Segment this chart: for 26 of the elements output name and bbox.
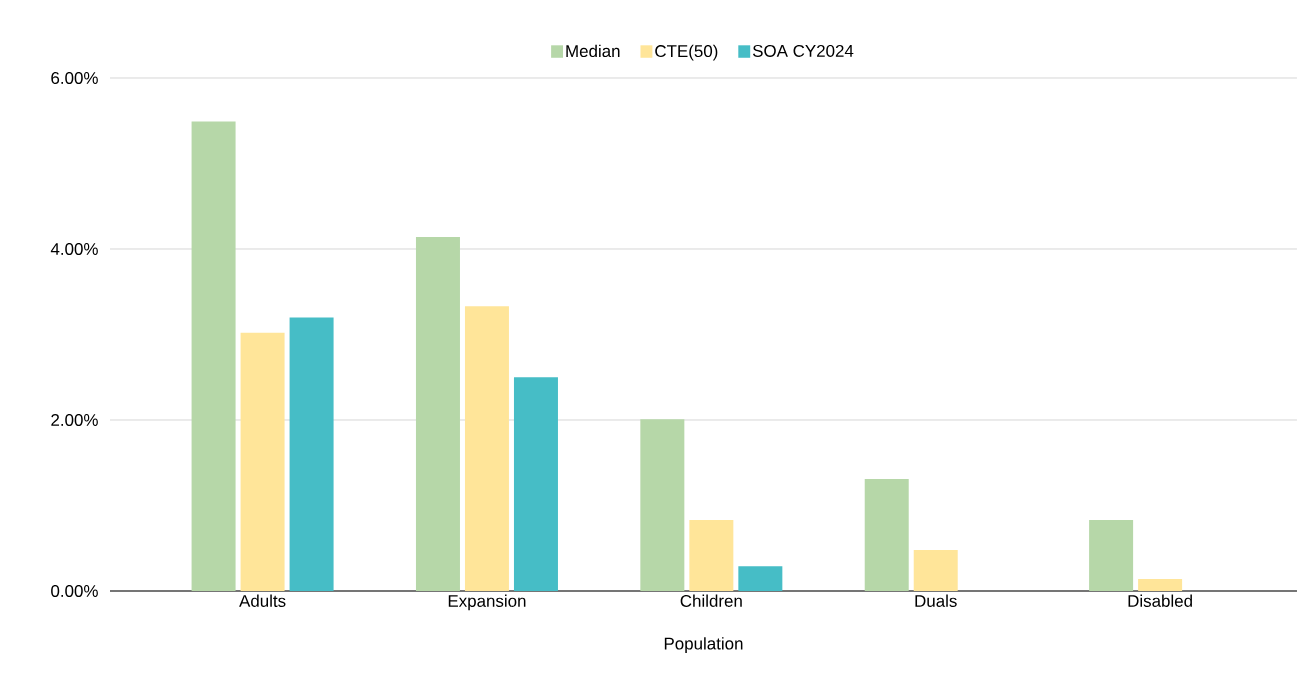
x-tick-label: Adults [239, 594, 286, 607]
x-tick-label: Disabled [1128, 594, 1192, 607]
legend-label: SOA CY2024 [752, 44, 854, 57]
bar [415, 237, 460, 591]
bar [864, 478, 909, 591]
x-axis-title: Population [664, 637, 743, 653]
bar [289, 317, 334, 591]
bar [640, 419, 685, 591]
y-tick-label: 0.00% [51, 585, 98, 597]
y-tick-label: 4.00% [50, 243, 98, 255]
bar [513, 377, 558, 591]
x-tick-label: Children [680, 594, 742, 607]
bar [689, 520, 734, 591]
bar [1138, 579, 1183, 591]
x-tick-label: Duals [915, 594, 957, 607]
bar [191, 121, 236, 591]
bar [913, 549, 958, 591]
legend-label: CTE(50) [655, 44, 718, 61]
legend-label: Median [566, 44, 620, 58]
bar [240, 332, 285, 591]
bar [738, 566, 783, 591]
y-tick-label: 6.00% [51, 72, 98, 84]
bar [464, 306, 509, 591]
y-tick-label: 2.00% [51, 414, 98, 426]
x-tick-label: Expansion [448, 594, 526, 611]
bar [1089, 520, 1134, 591]
